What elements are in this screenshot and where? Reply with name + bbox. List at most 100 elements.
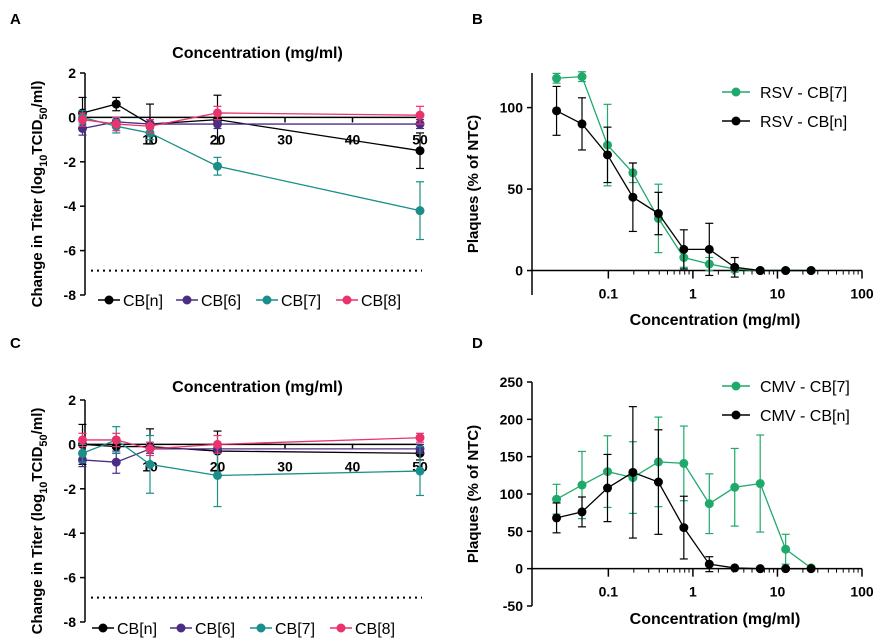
series-CB[n] <box>78 424 425 471</box>
y-axis-label-part: Change in Titer (log <box>29 494 46 635</box>
legend-label: CB[7] <box>275 621 315 638</box>
y-axis-label-part: 50 <box>38 434 50 446</box>
data-point <box>213 471 222 480</box>
y-axis-label-part: 10 <box>38 155 50 167</box>
legend-marker <box>732 382 741 391</box>
legend-marker <box>105 296 114 305</box>
series-line <box>83 117 421 210</box>
data-point <box>679 459 688 468</box>
data-point <box>654 209 663 218</box>
data-point <box>213 120 222 129</box>
panel-label: C <box>10 335 21 352</box>
x-tick-label: 30 <box>277 458 293 474</box>
data-point <box>416 111 425 120</box>
legend-marker <box>177 624 186 633</box>
y-tick-label: 150 <box>500 449 524 465</box>
panel-label: B <box>472 11 483 28</box>
data-point <box>756 479 765 488</box>
y-tick-label: -2 <box>64 481 77 497</box>
data-point <box>730 483 739 492</box>
data-point <box>781 564 790 573</box>
data-point <box>807 266 816 275</box>
x-tick-label: 30 <box>277 131 293 147</box>
data-point <box>628 468 637 477</box>
y-tick-label: -8 <box>64 614 77 630</box>
legend-marker <box>257 624 266 633</box>
x-tick-label: 100 <box>850 584 874 600</box>
series-CB[n] <box>78 95 425 168</box>
data-point <box>416 467 425 476</box>
legend-marker <box>732 117 741 126</box>
legend-marker <box>343 296 352 305</box>
legend-marker <box>183 296 192 305</box>
data-point <box>654 478 663 487</box>
y-axis-label: Plaques (% of NTC) <box>465 115 482 253</box>
data-point <box>78 115 87 124</box>
data-point <box>112 100 121 109</box>
data-point <box>112 435 121 444</box>
y-tick-label: -6 <box>64 570 77 586</box>
legend-marker <box>337 624 346 633</box>
data-point <box>807 564 816 573</box>
legend-label: CB[8] <box>361 293 401 310</box>
data-point <box>730 263 739 272</box>
y-tick-label: 200 <box>500 411 524 427</box>
y-tick-label: 0 <box>68 109 76 125</box>
legend-item: CB[8] <box>336 293 401 310</box>
y-axis-label-part: TCID <box>29 119 46 154</box>
legend-item: CB[8] <box>330 621 395 638</box>
data-point <box>213 162 222 171</box>
data-point <box>781 266 790 275</box>
data-point <box>603 150 612 159</box>
legend-marker <box>732 411 741 420</box>
data-point <box>705 499 714 508</box>
series-line <box>83 440 421 476</box>
data-point <box>705 245 714 254</box>
series-CB[7] <box>78 427 425 507</box>
legend-label: RSV - CB[n] <box>760 114 847 131</box>
y-axis-label-part: Change in Titer (log <box>29 167 46 308</box>
y-tick-label: 0 <box>68 436 76 452</box>
y-axis-label: Change in Titer (log10TCID50/ml) <box>29 81 50 308</box>
y-tick-label: 2 <box>68 65 76 81</box>
y-tick-label: -6 <box>64 243 77 259</box>
legend-item: CB[7] <box>256 293 321 310</box>
y-tick-label: -8 <box>64 287 77 303</box>
data-point <box>112 120 121 129</box>
data-point <box>578 481 587 490</box>
legend-label: CB[7] <box>281 293 321 310</box>
data-point <box>578 119 587 128</box>
data-point <box>416 433 425 442</box>
data-point <box>416 146 425 155</box>
data-point <box>679 523 688 532</box>
y-tick-label: 2 <box>68 392 76 408</box>
legend-marker <box>263 296 272 305</box>
series-CB[6] <box>78 444 425 473</box>
y-axis-label-part: /ml) <box>29 81 46 108</box>
data-point <box>756 266 765 275</box>
y-tick-label: 250 <box>500 374 524 390</box>
data-point <box>78 435 87 444</box>
x-tick-label: 1 <box>689 584 697 600</box>
data-point <box>552 106 561 115</box>
legend-item: CB[7] <box>250 621 315 638</box>
data-point <box>578 72 587 81</box>
y-tick-label: 0 <box>515 561 523 577</box>
legend-label: CB[6] <box>195 621 235 638</box>
legend-item: RSV - CB[n] <box>722 114 847 131</box>
data-point <box>578 507 587 516</box>
legend-label: CB[6] <box>201 293 241 310</box>
legend-item: CMV - CB[n] <box>722 408 850 425</box>
series-CB[7] <box>78 111 425 240</box>
legend-label: CMV - CB[7] <box>760 379 850 396</box>
data-point <box>552 74 561 83</box>
data-point <box>146 122 155 131</box>
y-axis-label: Plaques (% of NTC) <box>465 425 482 563</box>
data-point <box>146 444 155 453</box>
y-tick-label: 100 <box>500 486 524 502</box>
x-tick-label: 1 <box>689 286 697 302</box>
data-point <box>552 513 561 522</box>
